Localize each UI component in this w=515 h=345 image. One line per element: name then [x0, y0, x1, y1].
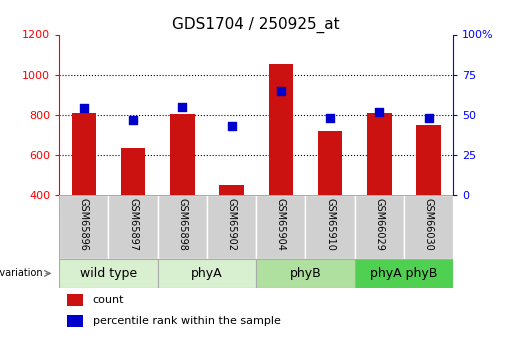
Bar	[367, 113, 391, 195]
FancyBboxPatch shape	[158, 259, 256, 288]
Point	[375, 109, 384, 114]
FancyBboxPatch shape	[404, 195, 453, 259]
FancyBboxPatch shape	[59, 195, 109, 259]
Text: genotype/variation: genotype/variation	[0, 268, 43, 278]
Text: phyB: phyB	[289, 267, 321, 280]
Text: GSM65898: GSM65898	[177, 198, 187, 251]
Text: GSM65896: GSM65896	[79, 198, 89, 251]
FancyBboxPatch shape	[59, 259, 158, 288]
Title: GDS1704 / 250925_at: GDS1704 / 250925_at	[173, 17, 340, 33]
FancyBboxPatch shape	[207, 195, 256, 259]
Point	[129, 117, 137, 122]
FancyBboxPatch shape	[256, 259, 355, 288]
Text: GSM65902: GSM65902	[227, 198, 236, 251]
Text: GSM66029: GSM66029	[374, 198, 384, 251]
FancyBboxPatch shape	[109, 195, 158, 259]
FancyBboxPatch shape	[305, 195, 355, 259]
Point	[424, 115, 433, 121]
Bar	[268, 63, 293, 195]
Bar	[67, 315, 83, 327]
Text: GSM65910: GSM65910	[325, 198, 335, 251]
Text: percentile rank within the sample: percentile rank within the sample	[93, 316, 281, 326]
Point	[80, 106, 88, 111]
Point	[178, 104, 186, 109]
FancyBboxPatch shape	[355, 195, 404, 259]
Text: count: count	[93, 295, 124, 305]
Point	[326, 115, 334, 121]
Bar	[72, 113, 96, 195]
Bar	[318, 131, 342, 195]
Text: wild type: wild type	[80, 267, 137, 280]
Text: phyA phyB: phyA phyB	[370, 267, 438, 280]
Bar	[121, 148, 145, 195]
Text: phyA: phyA	[191, 267, 223, 280]
Point	[277, 88, 285, 93]
Text: GSM65904: GSM65904	[276, 198, 286, 251]
Bar	[67, 294, 83, 306]
Bar	[416, 125, 441, 195]
FancyBboxPatch shape	[158, 195, 207, 259]
FancyBboxPatch shape	[256, 195, 305, 259]
FancyBboxPatch shape	[355, 259, 453, 288]
Text: GSM65897: GSM65897	[128, 198, 138, 251]
Bar	[219, 185, 244, 195]
Bar	[170, 114, 195, 195]
Point	[228, 123, 236, 129]
Text: GSM66030: GSM66030	[423, 198, 434, 251]
